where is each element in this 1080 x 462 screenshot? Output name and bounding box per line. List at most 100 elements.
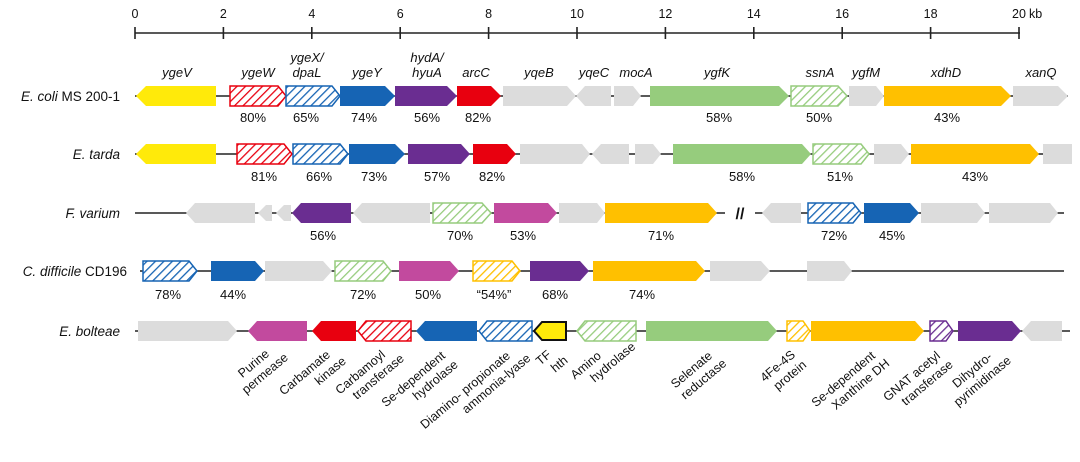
- pct-label: 58%: [706, 110, 732, 125]
- scale-tick-label: 14: [747, 7, 761, 21]
- species-label-fvarium: F. varium: [65, 206, 120, 221]
- pct-label: 51%: [827, 169, 853, 184]
- gene-ygeX: [478, 320, 533, 342]
- gene-grey: [874, 144, 909, 164]
- pct-label: 73%: [361, 169, 387, 184]
- gene-grey: [265, 261, 332, 281]
- pct-label: 57%: [424, 169, 450, 184]
- scale-tick-label: 10: [570, 7, 584, 21]
- gene-ygeY: [416, 321, 477, 341]
- pct-label: 44%: [220, 287, 246, 302]
- scale-tick-label: 6: [397, 7, 404, 21]
- gene-permease: [399, 261, 459, 281]
- gene-label-yqeC: yqeC: [578, 65, 610, 80]
- gene-4fe4s: [786, 320, 811, 342]
- row-ecoli: [136, 85, 1068, 107]
- pct-fvarium: 56% 70% 53% 71% 72% 45%: [310, 228, 905, 243]
- gene-grey: [989, 203, 1058, 223]
- pct-label: 74%: [351, 110, 377, 125]
- function-labels: Purinepermease Carbamatekinase Carbamoyl…: [235, 339, 1014, 431]
- pct-label: 82%: [479, 169, 505, 184]
- gene-label-xanQ: xanQ: [1024, 65, 1056, 80]
- pct-label: 70%: [447, 228, 473, 243]
- pct-label: 50%: [806, 110, 832, 125]
- gene-ygeW: [236, 143, 293, 165]
- gene-xdhD: [811, 321, 924, 341]
- gene-grey: [559, 203, 605, 223]
- pct-label: 56%: [310, 228, 336, 243]
- gene-ygeX: [807, 202, 862, 224]
- pct-label: 81%: [251, 169, 277, 184]
- scale-unit-label: kb: [1029, 7, 1042, 21]
- pct-label: 65%: [293, 110, 319, 125]
- pct-label: 43%: [934, 110, 960, 125]
- gene-hydA: [958, 321, 1021, 341]
- gene-ygeW: [229, 85, 287, 107]
- pct-cdifficile: 78% 44% 72% 50% “54%” 68% 74%: [155, 287, 655, 302]
- pct-label: 82%: [465, 110, 491, 125]
- gene-ygeY: [340, 86, 395, 106]
- gene-label-arcC: arcC: [462, 65, 490, 80]
- gene-arcC: [473, 144, 516, 164]
- gene-yqeC: [576, 86, 611, 106]
- gene-label-ygeV: ygeV: [161, 65, 193, 80]
- gene-xanQ: [1013, 86, 1068, 106]
- scale-tick-label: 20: [1012, 7, 1026, 21]
- gene-grey: [276, 205, 291, 221]
- gene-grey: [762, 203, 801, 223]
- gene-ygfM: [849, 86, 884, 106]
- pct-label: 43%: [962, 169, 988, 184]
- function-label-se-dependent-xanthine-dh: Se-dependentXanthine DH: [809, 345, 892, 422]
- species-label-ecoli: E. coli MS 200-1: [21, 89, 120, 104]
- pct-label: 80%: [240, 110, 266, 125]
- gene-grey: [186, 203, 255, 223]
- gene-mocA: [614, 86, 641, 106]
- gene-tf-hth: [532, 321, 567, 341]
- scale-tick-label: 18: [924, 7, 938, 21]
- gene-label-ygeW: ygeW: [240, 65, 276, 80]
- gene-arcC: [312, 321, 356, 341]
- gene-grey: [138, 321, 237, 341]
- gene-ssnA: [790, 85, 849, 107]
- gene-4fe4s: [472, 260, 521, 282]
- gene-gnat: [929, 320, 954, 342]
- gene-permease: [494, 203, 557, 223]
- gene-ssnA: [576, 320, 637, 342]
- function-label-4fe4s-protein: 4Fe-4Sprotein: [758, 346, 810, 396]
- gene-grey: [807, 261, 852, 281]
- scale-tick-label: 12: [658, 7, 672, 21]
- gene-grey: [1043, 144, 1072, 164]
- gene-label-hydA: hydA/: [410, 50, 445, 65]
- gene-label-ygeY: ygeY: [351, 65, 383, 80]
- gene-ygeX: [292, 143, 349, 165]
- gene-ygeV: [136, 144, 216, 164]
- function-label-dihydropyrimidinase: Dihydro-pyrimidinase: [941, 342, 1013, 409]
- gene-grey: [921, 203, 985, 223]
- pct-label: 72%: [821, 228, 847, 243]
- gene-xdhD: [605, 203, 717, 223]
- gene-ssnA: [432, 202, 493, 224]
- gene-ygeV: [136, 86, 216, 106]
- gene-hydA: [292, 203, 351, 223]
- pct-label: 71%: [648, 228, 674, 243]
- gene-grey: [258, 205, 272, 221]
- gene-hydA: [395, 86, 457, 106]
- gene-permease: [248, 321, 307, 341]
- pct-label: 56%: [414, 110, 440, 125]
- gene-label-ssnA: ssnA: [806, 65, 835, 80]
- gene-ygeY: [349, 144, 405, 164]
- gene-ygeX: [142, 260, 198, 282]
- gene-ygfK: [650, 86, 789, 106]
- gene-ygfK: [646, 321, 777, 341]
- gene-grey: [520, 144, 590, 164]
- gene-arcC: [457, 86, 501, 106]
- gene-hydA: [530, 261, 589, 281]
- scale-tick-label: 2: [220, 7, 227, 21]
- gene-ygfK: [673, 144, 811, 164]
- gene-ssnA: [812, 143, 870, 165]
- row-etarda: [136, 143, 1072, 165]
- row-fvarium: [186, 202, 1058, 224]
- gene-label-dpaL: dpaL: [293, 65, 322, 80]
- gene-xdhD: [593, 261, 705, 281]
